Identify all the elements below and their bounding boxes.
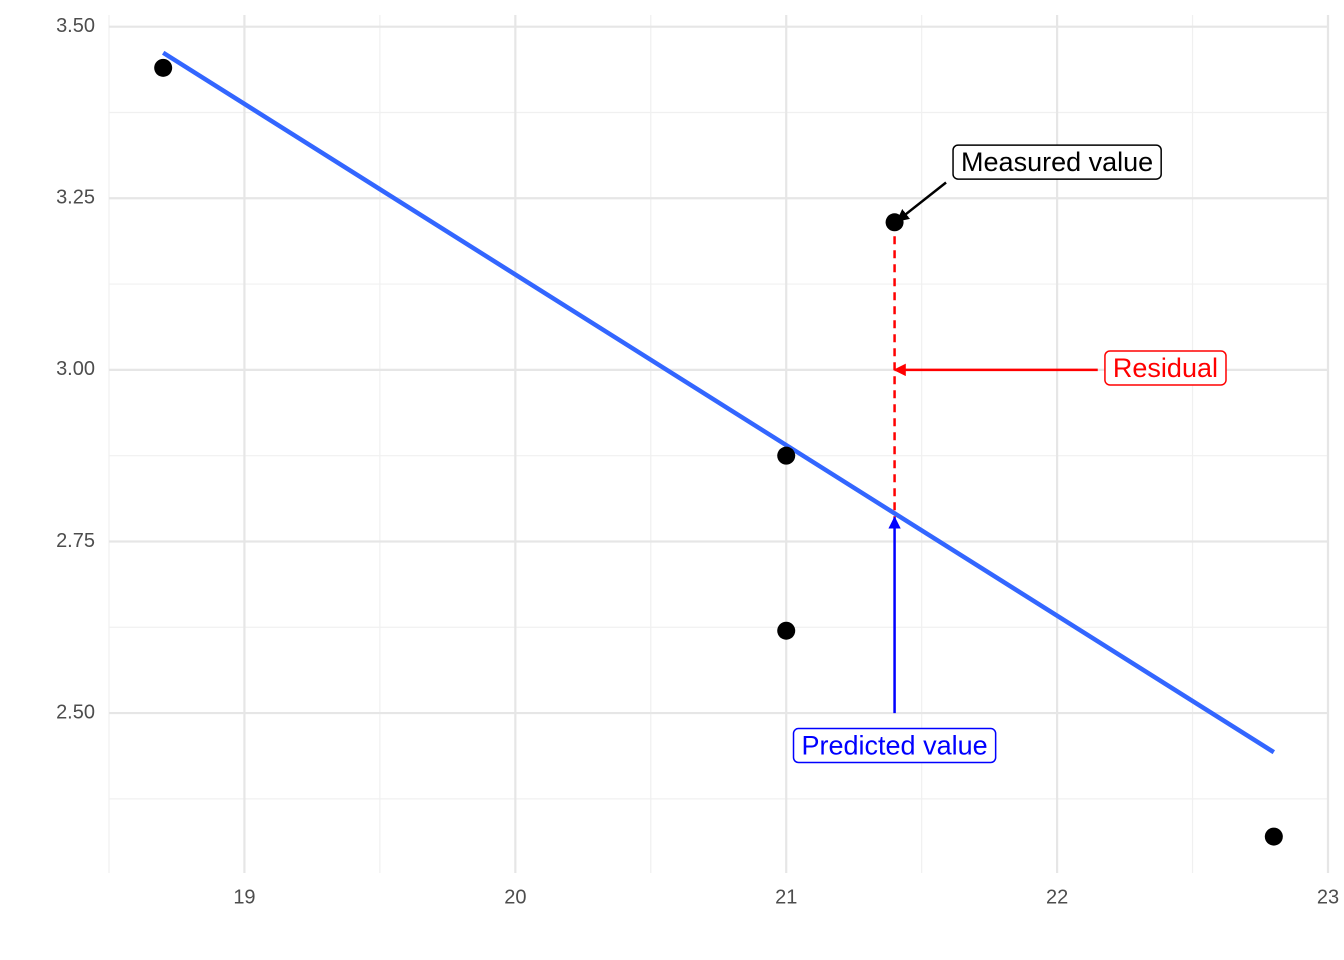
y-tick-label: 2.50	[56, 701, 95, 723]
annotation-label: Residual	[1113, 353, 1218, 383]
x-tick-label: 19	[233, 886, 255, 908]
y-tick-label: 3.00	[56, 358, 95, 380]
point	[1264, 827, 1283, 846]
point	[885, 213, 904, 232]
x-tick-label: 21	[775, 886, 797, 908]
y-tick-label: 3.50	[56, 15, 95, 37]
annotation-box	[792, 727, 997, 764]
annotation-label: Measured value	[961, 147, 1153, 177]
x-tick-label: 20	[504, 886, 526, 908]
annotation-box	[952, 144, 1162, 180]
annotation-box	[1104, 350, 1227, 386]
y-tick-label: 2.75	[56, 530, 95, 552]
fit-line	[161, 50, 1276, 755]
x-tick-label: 22	[1046, 886, 1068, 908]
point	[777, 446, 796, 465]
annotation-arrow	[896, 181, 947, 222]
x-tick-label: 23	[1317, 886, 1339, 908]
point	[154, 58, 173, 77]
y-tick-label: 3.25	[56, 187, 95, 209]
annotation-label: Predicted value	[802, 731, 988, 761]
point	[777, 621, 796, 640]
